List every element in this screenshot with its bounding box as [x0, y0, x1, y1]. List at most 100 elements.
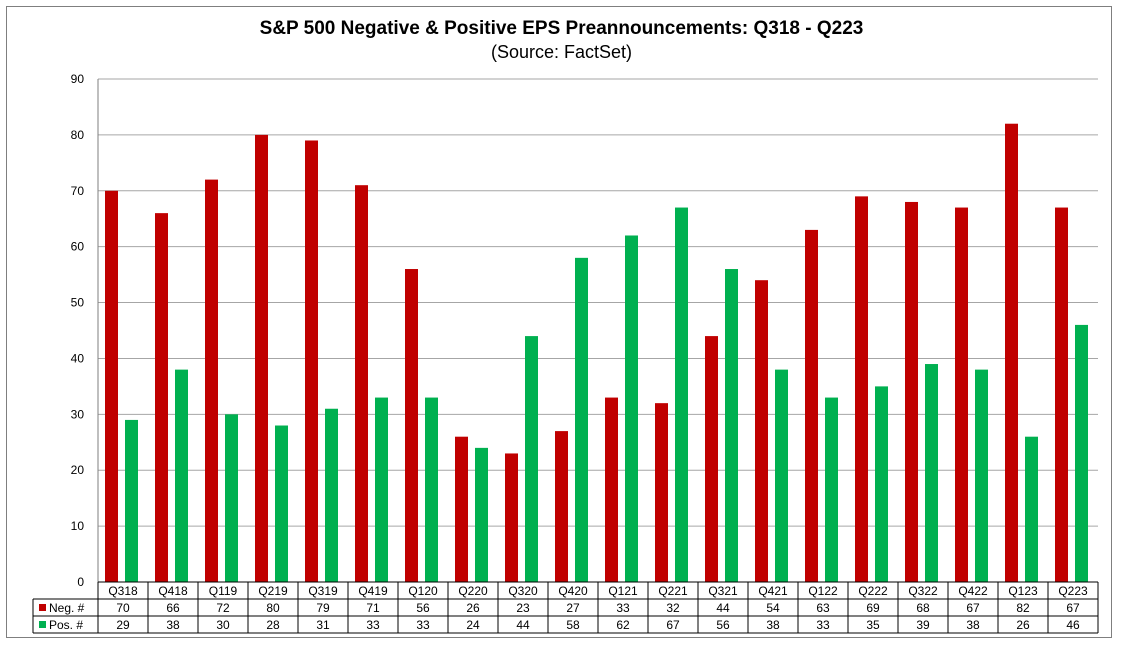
bar-neg: [905, 201, 918, 582]
table-value: 27: [566, 601, 580, 615]
bar-pos: [525, 336, 538, 582]
x-tick-label: Q320: [508, 584, 538, 598]
bar-pos: [975, 369, 988, 582]
x-tick-label: Q222: [858, 584, 888, 598]
table-value: 67: [666, 618, 680, 632]
table-value: 38: [966, 618, 980, 632]
bar-pos: [575, 257, 588, 582]
y-tick-label: 50: [71, 296, 85, 310]
table-value: 33: [366, 618, 380, 632]
x-tick-label: Q223: [1058, 584, 1088, 598]
bar-pos: [325, 408, 338, 582]
legend-swatch: [39, 604, 46, 611]
table-value: 35: [866, 618, 880, 632]
table-value: 39: [916, 618, 930, 632]
x-tick-label: Q419: [358, 584, 388, 598]
x-tick-label: Q421: [758, 584, 788, 598]
bar-neg: [405, 269, 418, 582]
x-tick-label: Q418: [158, 584, 188, 598]
bar-pos: [625, 235, 638, 582]
y-tick-label: 70: [71, 184, 85, 198]
table-value: 26: [1016, 618, 1030, 632]
bar-neg: [305, 140, 318, 582]
bar-neg: [1005, 123, 1018, 582]
table-value: 24: [466, 618, 480, 632]
bar-neg: [705, 336, 718, 582]
bar-neg: [655, 403, 668, 582]
table-value: 38: [766, 618, 780, 632]
bars: [105, 123, 1088, 583]
bar-pos: [375, 397, 388, 582]
x-tick-label: Q120: [408, 584, 438, 598]
table-value: 46: [1066, 618, 1080, 632]
table-value: 56: [716, 618, 730, 632]
x-tick-label: Q122: [808, 584, 838, 598]
table-value: 70: [116, 601, 130, 615]
table-value: 67: [1066, 601, 1080, 615]
bar-pos: [475, 447, 488, 582]
x-tick-label: Q322: [908, 584, 938, 598]
table-value: 66: [166, 601, 180, 615]
bar-pos: [875, 386, 888, 582]
bar-neg: [555, 431, 568, 582]
y-tick-label: 10: [71, 519, 85, 533]
bar-neg: [855, 196, 868, 582]
y-tick-label: 0: [77, 575, 84, 589]
x-tick-label: Q321: [708, 584, 738, 598]
x-tick-label: Q420: [558, 584, 588, 598]
x-tick-label: Q121: [608, 584, 638, 598]
legend-label: Neg. #: [49, 601, 85, 615]
table-value: 32: [666, 601, 680, 615]
chart-title: S&P 500 Negative & Positive EPS Preannou…: [259, 18, 864, 39]
y-tick-label: 80: [71, 128, 85, 142]
x-tick-label: Q123: [1008, 584, 1038, 598]
legend-swatch: [39, 621, 46, 628]
table-value: 80: [266, 601, 280, 615]
table-value: 68: [916, 601, 930, 615]
x-tick-label: Q221: [658, 584, 688, 598]
table-value: 82: [1016, 601, 1030, 615]
data-table: Q318 Q418 Q119 Q219 Q319 Q419 Q120 Q220 Q320 Q420…: [32, 581, 1099, 634]
y-tick-label: 30: [71, 407, 85, 421]
table-value: 56: [416, 601, 430, 615]
table-value: 72: [216, 601, 230, 615]
table-value: 67: [966, 601, 980, 615]
y-tick-label: 20: [71, 463, 85, 477]
x-tick-label: Q422: [958, 584, 988, 598]
table-value: 33: [416, 618, 430, 632]
bar-neg: [1055, 207, 1068, 583]
table-value: 33: [616, 601, 630, 615]
bar-pos: [1025, 436, 1038, 582]
x-tick-label: Q220: [458, 584, 488, 598]
bar-pos: [175, 369, 188, 582]
table-value: 69: [866, 601, 880, 615]
bar-pos: [275, 425, 288, 582]
table-value: 54: [766, 601, 780, 615]
bar-neg: [105, 190, 118, 582]
gridlines: [97, 78, 1098, 583]
table-value: 38: [166, 618, 180, 632]
bar-pos: [675, 207, 688, 583]
table-value: 28: [266, 618, 280, 632]
table-value: 30: [216, 618, 230, 632]
table-value: 31: [316, 618, 330, 632]
bar-pos: [1075, 324, 1088, 582]
y-tick-label: 90: [71, 72, 85, 86]
table-value: 71: [366, 601, 380, 615]
table-value: 44: [716, 601, 730, 615]
bar-neg: [755, 280, 768, 582]
chart-subtitle: (Source: FactSet): [490, 42, 633, 62]
bar-neg: [455, 436, 468, 582]
table-value: 79: [316, 601, 330, 615]
bar-neg: [955, 207, 968, 583]
y-tick-label: 60: [71, 240, 85, 254]
bar-neg: [155, 213, 168, 582]
table-value: 33: [816, 618, 830, 632]
table-value: 29: [116, 618, 130, 632]
x-tick-label: Q318: [108, 584, 138, 598]
bar-pos: [125, 419, 138, 582]
x-tick-label: Q219: [258, 584, 288, 598]
bar-neg: [805, 229, 818, 582]
bar-neg: [255, 134, 268, 582]
